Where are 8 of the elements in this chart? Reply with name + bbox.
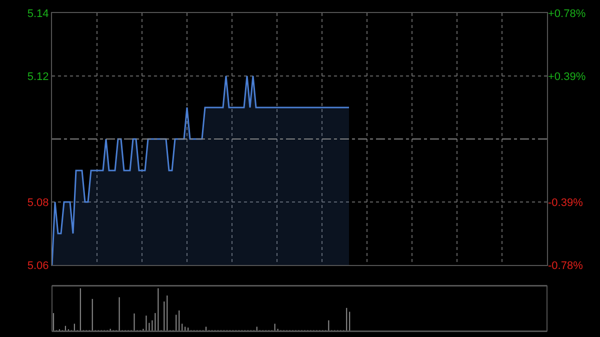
y-tick-label: 5.14 xyxy=(27,8,49,20)
y-tick-label: 5.06 xyxy=(27,260,49,272)
y-tick-label: 5.08 xyxy=(27,196,49,209)
y2-tick-label: +0.39% xyxy=(548,70,586,83)
y2-tick-label: +0.78% xyxy=(548,8,586,20)
y2-tick-label: -0.39% xyxy=(548,196,584,209)
y-tick-label: 5.12 xyxy=(27,70,49,83)
y2-tick-label: -0.78% xyxy=(548,260,584,272)
